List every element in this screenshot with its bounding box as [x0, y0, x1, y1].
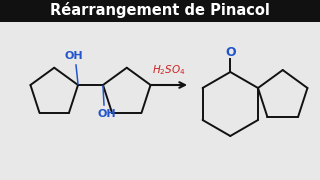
Text: OH: OH — [65, 51, 83, 61]
Text: $H_2SO_4$: $H_2SO_4$ — [152, 63, 186, 77]
Text: O: O — [225, 46, 236, 60]
Text: OH: OH — [98, 109, 116, 119]
Text: Réarrangement de Pinacol: Réarrangement de Pinacol — [50, 2, 270, 18]
FancyBboxPatch shape — [0, 0, 320, 22]
